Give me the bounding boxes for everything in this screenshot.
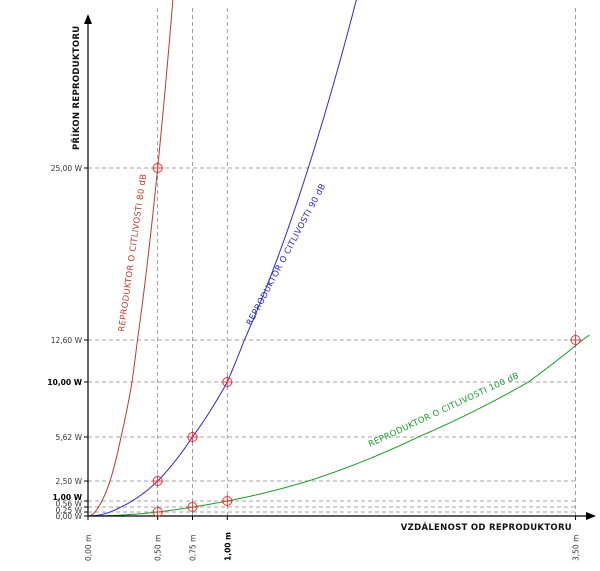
y-tick-label: 5,62 W <box>56 433 83 442</box>
x-tick-label: 1,00 m <box>223 532 232 561</box>
data-point-marker <box>186 501 199 513</box>
series-label-90db: REPRODUKTOR O CITLIVOSTI 90 dB <box>245 182 329 327</box>
y-tick-label: 12,60 W <box>51 336 83 345</box>
data-point-marker <box>221 495 234 507</box>
series-curve-2 <box>88 334 590 517</box>
y-tick-label: 10,00 W <box>47 378 82 387</box>
series-label-80db: REPRODUKTOR O CITLIVOSTI 80 dB <box>117 173 149 332</box>
x-tick-label: 0,50 m <box>154 535 163 561</box>
y-tick-label: 0,00 W <box>56 512 83 521</box>
y-tick-label: 25,00 W <box>51 164 83 173</box>
series-curve-0 <box>87 0 174 517</box>
y-tick-label: 0,56 W <box>56 500 83 509</box>
series-curves <box>87 0 590 517</box>
data-point-marker <box>569 334 582 346</box>
series-label-100db: REPRODUKTOR O CITLIVOSTI 100 dB <box>367 371 521 450</box>
x-tick-label: 3,50 m <box>572 535 581 561</box>
data-point-marker <box>151 162 164 174</box>
y-axis-arrow-icon <box>84 14 92 24</box>
y-tick-label: 2,50 W <box>56 477 83 486</box>
y-tick-label: 1,00 W <box>53 493 83 502</box>
x-tick-label: 0,00 m <box>84 535 93 561</box>
series-curve-1 <box>87 0 357 517</box>
data-point-marker <box>151 475 164 487</box>
y-tick-label: 0,25 W <box>56 506 83 515</box>
tick-labels: 0,00 m 0,50 m 0,75 m 1,00 m 3,50 m 0,00 W0,25… <box>47 164 580 561</box>
y-axis-title: PŘÍKON REPRODUKTORU <box>70 25 82 150</box>
data-point-marker <box>221 376 234 388</box>
x-axis-arrow-icon <box>586 512 596 520</box>
data-markers <box>151 162 582 518</box>
data-point-marker <box>186 431 199 443</box>
x-axis-title: VZDÁLENOST OD REPRODUKTORU <box>401 521 572 533</box>
x-tick-label: 0,75 m <box>188 535 197 561</box>
axes <box>84 14 596 520</box>
